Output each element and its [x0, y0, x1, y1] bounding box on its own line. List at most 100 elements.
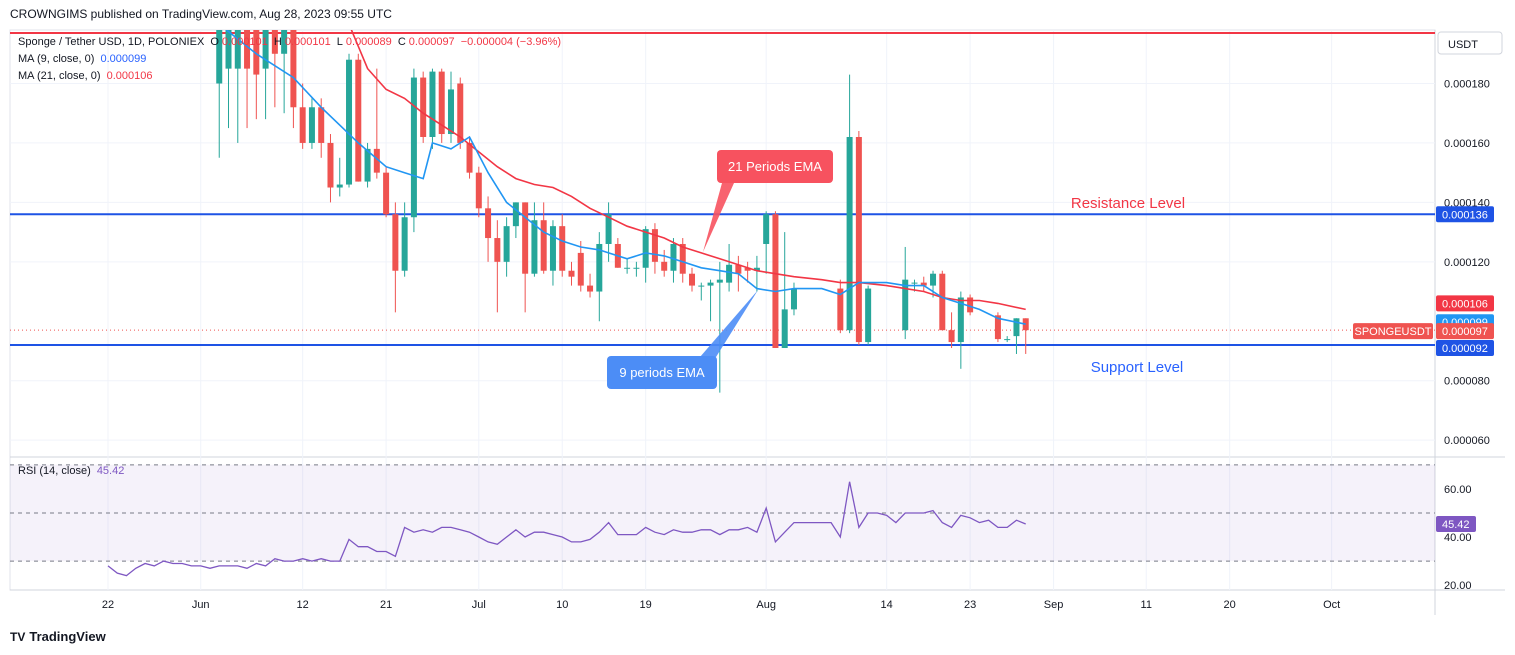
candle-body — [605, 214, 612, 244]
candle-body — [355, 59, 362, 182]
currency-label: USDT — [1448, 39, 1478, 51]
support-label: Support Level — [1091, 359, 1184, 376]
brand-name: TradingView — [29, 629, 106, 644]
candle-body — [651, 229, 658, 262]
candle-body — [438, 71, 445, 135]
y-tick-label: 0.000160 — [1444, 138, 1490, 150]
candle-body — [772, 214, 779, 349]
candle-body — [679, 243, 686, 274]
price-label-tag — [1436, 323, 1494, 340]
candle-body — [290, 30, 297, 108]
ma9-legend[interactable]: MA (9, close, 0) 0.000099 — [18, 53, 149, 65]
candle-body — [735, 264, 742, 274]
candle-body — [707, 282, 714, 286]
candle-body — [308, 107, 315, 143]
candle-body — [670, 243, 677, 271]
candle-body — [930, 273, 937, 286]
candle-body — [364, 148, 371, 182]
x-tick-label: Aug — [756, 599, 776, 611]
rsi-line — [107, 481, 1026, 577]
x-tick-label: 22 — [102, 599, 114, 611]
candle-body — [698, 285, 705, 287]
candle-body — [865, 288, 872, 343]
candle-body — [920, 282, 927, 286]
candle-body — [967, 297, 974, 313]
x-tick-label: 12 — [297, 599, 309, 611]
candle-body — [327, 142, 334, 188]
ma21-value: 0.000106 — [106, 70, 153, 82]
ema21-callout-box — [717, 150, 833, 183]
candle-body — [948, 330, 955, 343]
candle-body — [262, 30, 269, 69]
x-tick-label: 19 — [640, 599, 652, 611]
y-tick-label: 0.000060 — [1444, 435, 1490, 447]
candle-body — [522, 202, 529, 274]
x-tick-label: Jul — [472, 599, 486, 611]
candle-body — [225, 30, 232, 69]
candle-body — [1013, 318, 1020, 337]
y-tick-label: 0.000120 — [1444, 257, 1490, 269]
ma9-label: MA (9, close, 0) — [18, 53, 95, 65]
symbol-tag-text: SPONGEUSDT — [1354, 326, 1431, 338]
open-label: O — [210, 36, 219, 48]
candle-body — [253, 30, 260, 75]
candle-body — [531, 220, 538, 274]
candle-body — [485, 208, 492, 239]
rsi-tick-label: 40.00 — [1444, 532, 1472, 544]
candle-body — [466, 142, 473, 173]
price-label-tag — [1436, 295, 1494, 312]
candle-body — [299, 107, 306, 143]
candle-body — [346, 59, 353, 185]
ema21-callout-text: 21 Periods EMA — [728, 159, 822, 174]
candle-body — [596, 243, 603, 292]
ma21-legend[interactable]: MA (21, close, 0) 0.000106 — [18, 70, 156, 82]
x-tick-label: 20 — [1224, 599, 1236, 611]
candle-body — [577, 252, 584, 286]
candle-body — [781, 309, 788, 349]
price-label-text: 0.000136 — [1442, 209, 1488, 221]
candle-body — [503, 226, 510, 262]
candle-body — [475, 172, 482, 209]
price-label-tag — [1436, 340, 1494, 357]
x-tick-label: Sep — [1044, 599, 1064, 611]
tradingview-brand[interactable]: TV TradingView — [10, 629, 106, 644]
price-label-tag — [1436, 206, 1494, 223]
candle-body — [318, 107, 325, 143]
resistance-label: Resistance Level — [1071, 195, 1185, 212]
candle-body — [429, 71, 436, 137]
candle-body — [392, 214, 399, 271]
candle-body — [846, 136, 853, 331]
y-tick-label: 0.000180 — [1444, 78, 1490, 90]
candle-body — [661, 261, 668, 271]
rsi-tick-label: 20.00 — [1444, 580, 1472, 592]
candle-body — [568, 270, 575, 277]
candle-body — [763, 214, 770, 244]
candle-body — [855, 136, 862, 343]
x-tick-label: 23 — [964, 599, 976, 611]
rsi-value-tag — [1436, 515, 1476, 532]
candle-body — [726, 264, 733, 283]
symbol-tag — [1353, 323, 1433, 340]
rsi-tick-label: 60.00 — [1444, 484, 1472, 496]
x-tick-label: 10 — [556, 599, 568, 611]
close-label: C — [397, 36, 406, 48]
ma21-line — [350, 30, 1026, 311]
candle-body — [494, 238, 501, 262]
high-value: 0.000101 — [284, 36, 331, 48]
symbol-legend: Sponge / Tether USD, 1D, POLONIEX O 0.000… — [18, 36, 564, 48]
close-value: 0.000097 — [408, 36, 455, 48]
candle-body — [401, 217, 408, 271]
candle-body — [216, 30, 223, 84]
candle-body — [559, 226, 566, 271]
candle-body — [457, 83, 464, 143]
candle-body — [689, 273, 696, 286]
candle-body — [540, 220, 547, 271]
candle-body — [994, 315, 1001, 340]
rsi-value-text: 45.42 — [1442, 519, 1470, 531]
candle-body — [633, 267, 640, 269]
candle-body — [383, 172, 390, 215]
candle-body — [234, 30, 241, 69]
price-label-text: 0.000092 — [1442, 343, 1488, 355]
rsi-legend[interactable]: RSI (14, close) 45.42 — [18, 465, 127, 477]
